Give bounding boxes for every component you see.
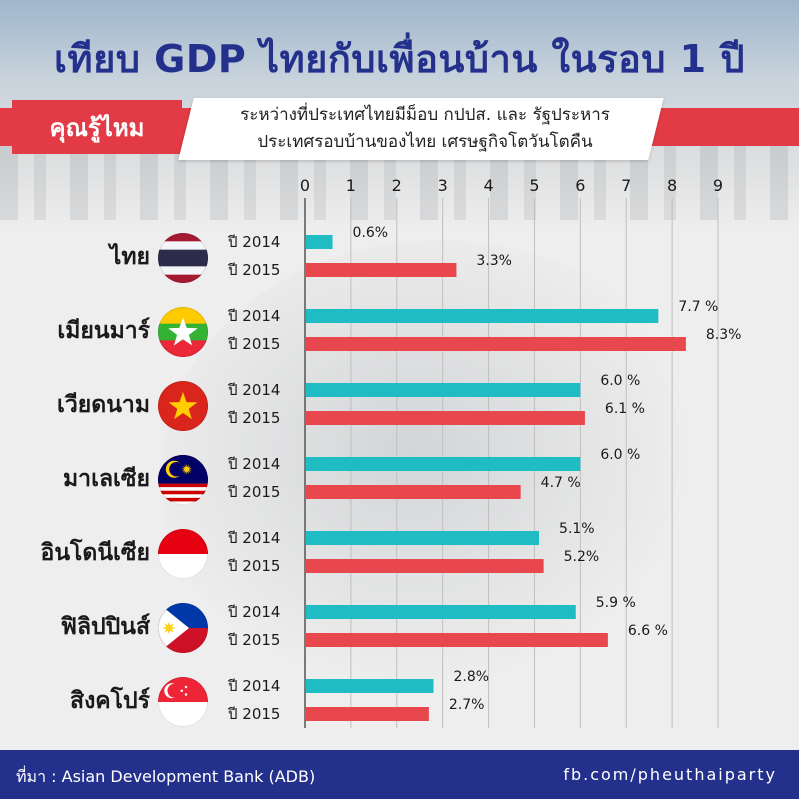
data-label: 6.6 % (628, 623, 668, 639)
banner-line-2: ประเทศรอบบ้านของไทย เศรษฐกิจโตวันโตคืน (257, 132, 593, 152)
source-text: ที่มา : Asian Development Bank (ADB) (16, 767, 316, 786)
data-label: 5.9 % (596, 595, 636, 611)
data-label: 2.8% (453, 669, 489, 685)
thailand-flag-icon (158, 233, 208, 283)
data-label: 6.0 % (600, 447, 640, 463)
data-label: 2.7% (449, 697, 485, 713)
vietnam-flag-icon (158, 381, 208, 431)
bar-2014 (306, 679, 434, 693)
x-tick-label: 3 (438, 176, 448, 195)
country-label: เวียดนาม (57, 392, 150, 418)
bar-2014 (306, 235, 333, 249)
facebook-page-link[interactable]: fb.com/pheuthaiparty (563, 765, 777, 784)
data-label: 0.6% (353, 225, 389, 241)
singapore-flag-icon (158, 677, 208, 727)
year-label: ปี 2014 (227, 455, 280, 473)
year-label: ปี 2015 (227, 261, 280, 279)
x-tick-label: 4 (483, 176, 493, 195)
x-tick-label: 8 (667, 176, 677, 195)
x-tick-label: 1 (346, 176, 356, 195)
x-tick-label: 2 (392, 176, 402, 195)
bar-2015 (306, 411, 585, 425)
indonesia-flag-icon (158, 529, 208, 579)
banner-text: ระหว่างที่ประเทศไทยมีม็อบ กปปส. และ รัฐป… (200, 102, 650, 156)
country-label: ไทย (107, 242, 150, 270)
country-label: มาเลเซีย (63, 466, 150, 492)
bar-2015 (306, 263, 457, 277)
data-label: 8.3% (706, 327, 742, 343)
year-label: ปี 2014 (227, 381, 280, 399)
data-label: 5.1% (559, 521, 595, 537)
x-tick-label: 6 (575, 176, 585, 195)
bar-2015 (306, 559, 544, 573)
footer: ที่มา : Asian Development Bank (ADB) fb.… (0, 750, 799, 799)
data-label: 6.0 % (600, 373, 640, 389)
banner-line-1: ระหว่างที่ประเทศไทยมีม็อบ กปปส. และ รัฐป… (240, 105, 610, 125)
country-label: สิงคโปร์ (70, 686, 151, 714)
bar-2015 (306, 485, 521, 499)
bar-2014 (306, 605, 576, 619)
year-label: ปี 2014 (227, 677, 280, 695)
year-label: ปี 2015 (227, 557, 280, 575)
data-label: 6.1 % (605, 401, 645, 417)
x-tick-label: 9 (713, 176, 723, 195)
bar-2014 (306, 309, 659, 323)
year-label: ปี 2015 (227, 483, 280, 501)
bar-2015 (306, 633, 608, 647)
data-label: 3.3% (476, 253, 512, 269)
bar-2015 (306, 707, 429, 721)
x-tick-label: 0 (300, 176, 310, 195)
year-label: ปี 2014 (227, 307, 280, 325)
philippines-flag-icon (158, 603, 208, 653)
year-label: ปี 2015 (227, 631, 280, 649)
page-title: เทียบ GDP ไทยกับเพื่อนบ้าน ในรอบ 1 ปี (54, 37, 745, 81)
country-label: เมียนมาร์ (57, 317, 150, 344)
year-label: ปี 2014 (227, 603, 280, 621)
malaysia-flag-icon (158, 455, 208, 505)
country-label: ฟิลิปปินส์ (60, 613, 151, 640)
bar-2014 (306, 531, 540, 545)
myanmar-flag-icon (158, 307, 208, 357)
year-label: ปี 2014 (227, 529, 280, 547)
year-label: ปี 2015 (227, 409, 280, 427)
bar-2015 (306, 337, 686, 351)
x-tick-label: 7 (621, 176, 631, 195)
data-label: 7.7 % (678, 299, 718, 315)
year-label: ปี 2014 (227, 233, 280, 251)
info-banner: คุณรู้ไหม ระหว่างที่ประเทศไทยมีม็อบ กปปส… (0, 98, 799, 160)
year-label: ปี 2015 (227, 705, 280, 723)
bar-2014 (306, 457, 581, 471)
x-tick-label: 5 (529, 176, 539, 195)
banner-label: คุณรู้ไหม (12, 100, 182, 154)
data-label: 4.7 % (541, 475, 581, 491)
data-label: 5.2% (564, 549, 600, 565)
year-label: ปี 2015 (227, 335, 280, 353)
bar-2014 (306, 383, 581, 397)
country-label: อินโดนีเซีย (40, 538, 150, 566)
